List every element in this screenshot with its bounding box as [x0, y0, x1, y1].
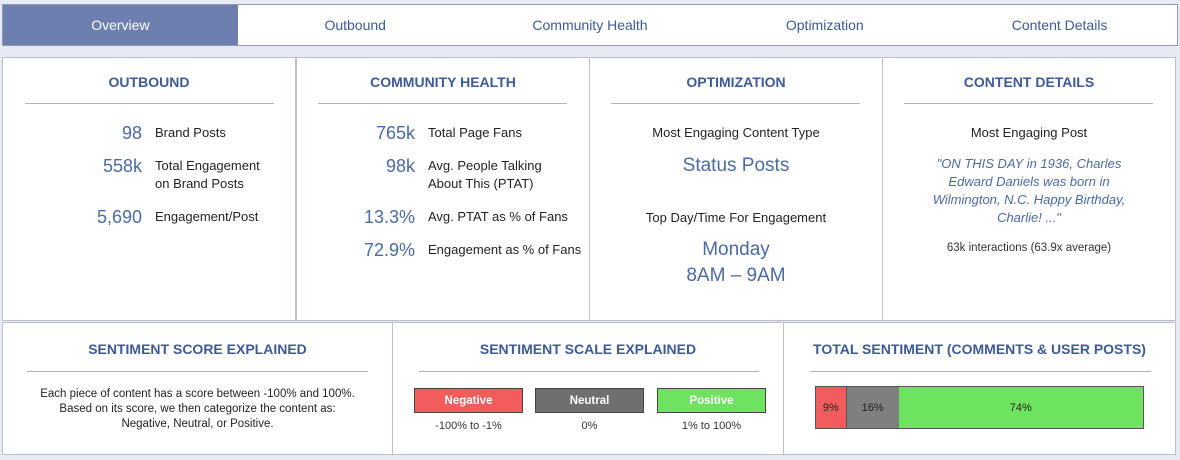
- stat-total-page-fans: 765k Total Page Fans: [297, 123, 522, 143]
- divider: [27, 371, 368, 372]
- stat-label: Total Engagement on Brand Posts: [155, 158, 260, 191]
- post-quote: "ON THIS DAY in 1936, Charles Edward Dan…: [932, 156, 1126, 225]
- optimization-panel: OPTIMIZATION Most Engaging Content Type …: [589, 57, 883, 321]
- divider: [810, 371, 1151, 372]
- stat-value: 558k: [102, 156, 142, 176]
- sentiment-scale-heading: SENTIMENT SCALE EXPLAINED: [479, 341, 697, 357]
- day-value: Monday: [702, 239, 770, 260]
- total-sentiment-panel: TOTAL SENTIMENT (COMMENTS & USER POSTS) …: [783, 322, 1176, 455]
- outbound-heading: OUTBOUND: [108, 74, 190, 90]
- interactions-count: 63k interactions (63.9x average): [946, 242, 1112, 254]
- stat-brand-posts: 98 Brand Posts: [3, 123, 226, 143]
- community-health-panel: COMMUNITY HEALTH 765k Total Page Fans 98…: [296, 57, 590, 321]
- stat-engagement-percent: 72.9% Engagement as % of Fans: [297, 240, 581, 260]
- time-value: 8AM – 9AM: [686, 265, 786, 286]
- tab-outbound[interactable]: Outbound: [324, 17, 386, 33]
- most-engaging-post-label: Most Engaging Post: [970, 125, 1088, 140]
- sentiment-bar: 9% 16% 74%: [815, 386, 1144, 429]
- outbound-panel: OUTBOUND 98 Brand Posts 558k Total Engag…: [2, 57, 296, 321]
- stat-label: Brand Posts: [155, 125, 226, 140]
- stat-engagement-per-post: 5,690 Engagement/Post: [3, 207, 258, 227]
- tab-optimization[interactable]: Optimization: [785, 17, 864, 33]
- positive-range: 1% to 100%: [681, 420, 742, 432]
- sentiment-score-panel: SENTIMENT SCORE EXPLAINED Each piece of …: [2, 322, 393, 455]
- stat-value: 72.9%: [363, 240, 415, 260]
- stat-label: Total Page Fans: [428, 125, 522, 140]
- content-details-panel: CONTENT DETAILS Most Engaging Post "ON T…: [882, 57, 1176, 321]
- neutral-segment: 16%: [845, 387, 899, 428]
- content-type-label: Most Engaging Content Type: [652, 125, 820, 140]
- divider: [419, 371, 759, 372]
- sentiment-scale-panel: SENTIMENT SCALE EXPLAINED Negative -100%…: [392, 322, 784, 455]
- community-health-heading: COMMUNITY HEALTH: [370, 74, 516, 90]
- tab-overview[interactable]: Overview: [3, 5, 238, 45]
- stat-label: Avg. People Talking About This (PTAT): [428, 158, 542, 191]
- neutral-swatch: Neutral: [535, 388, 644, 413]
- positive-segment: 74%: [898, 387, 1143, 428]
- stat-label: Engagement as % of Fans: [428, 242, 582, 257]
- total-sentiment-heading: TOTAL SENTIMENT (COMMENTS & USER POSTS): [813, 341, 1146, 357]
- content-type-value: Status Posts: [682, 155, 790, 176]
- stat-value: 98: [121, 123, 142, 143]
- divider: [318, 103, 567, 104]
- divider: [904, 103, 1153, 104]
- sentiment-score-heading: SENTIMENT SCORE EXPLAINED: [88, 341, 307, 357]
- divider: [611, 103, 860, 104]
- tab-bar: Overview Outbound Community Health Optim…: [2, 4, 1178, 46]
- neutral-range: 0%: [581, 420, 598, 432]
- negative-range: -100% to -1%: [435, 420, 502, 432]
- optimization-heading: OPTIMIZATION: [686, 74, 786, 90]
- divider: [25, 103, 274, 104]
- daytime-label: Top Day/Time For Engagement: [645, 210, 827, 225]
- tab-content-details[interactable]: Content Details: [1011, 17, 1108, 33]
- stat-value: 98k: [385, 156, 415, 176]
- stat-avg-ptat: 98k Avg. People Talking About This (PTAT…: [297, 156, 542, 193]
- tab-community-health[interactable]: Community Health: [532, 17, 648, 33]
- sentiment-score-text: Each piece of content has a score betwee…: [40, 388, 355, 430]
- positive-swatch: Positive: [657, 388, 766, 413]
- stat-value: 765k: [375, 123, 415, 143]
- stat-label: Avg. PTAT as % of Fans: [428, 209, 568, 224]
- stat-value: 5,690: [96, 207, 142, 227]
- stat-label: Engagement/Post: [155, 209, 259, 224]
- negative-segment: 9%: [816, 387, 846, 428]
- stat-ptat-percent: 13.3% Avg. PTAT as % of Fans: [297, 207, 568, 227]
- content-details-heading: CONTENT DETAILS: [963, 74, 1095, 90]
- stat-value: 13.3%: [363, 207, 415, 227]
- negative-swatch: Negative: [414, 388, 523, 413]
- stat-total-engagement: 558k Total Engagement on Brand Posts: [3, 156, 260, 193]
